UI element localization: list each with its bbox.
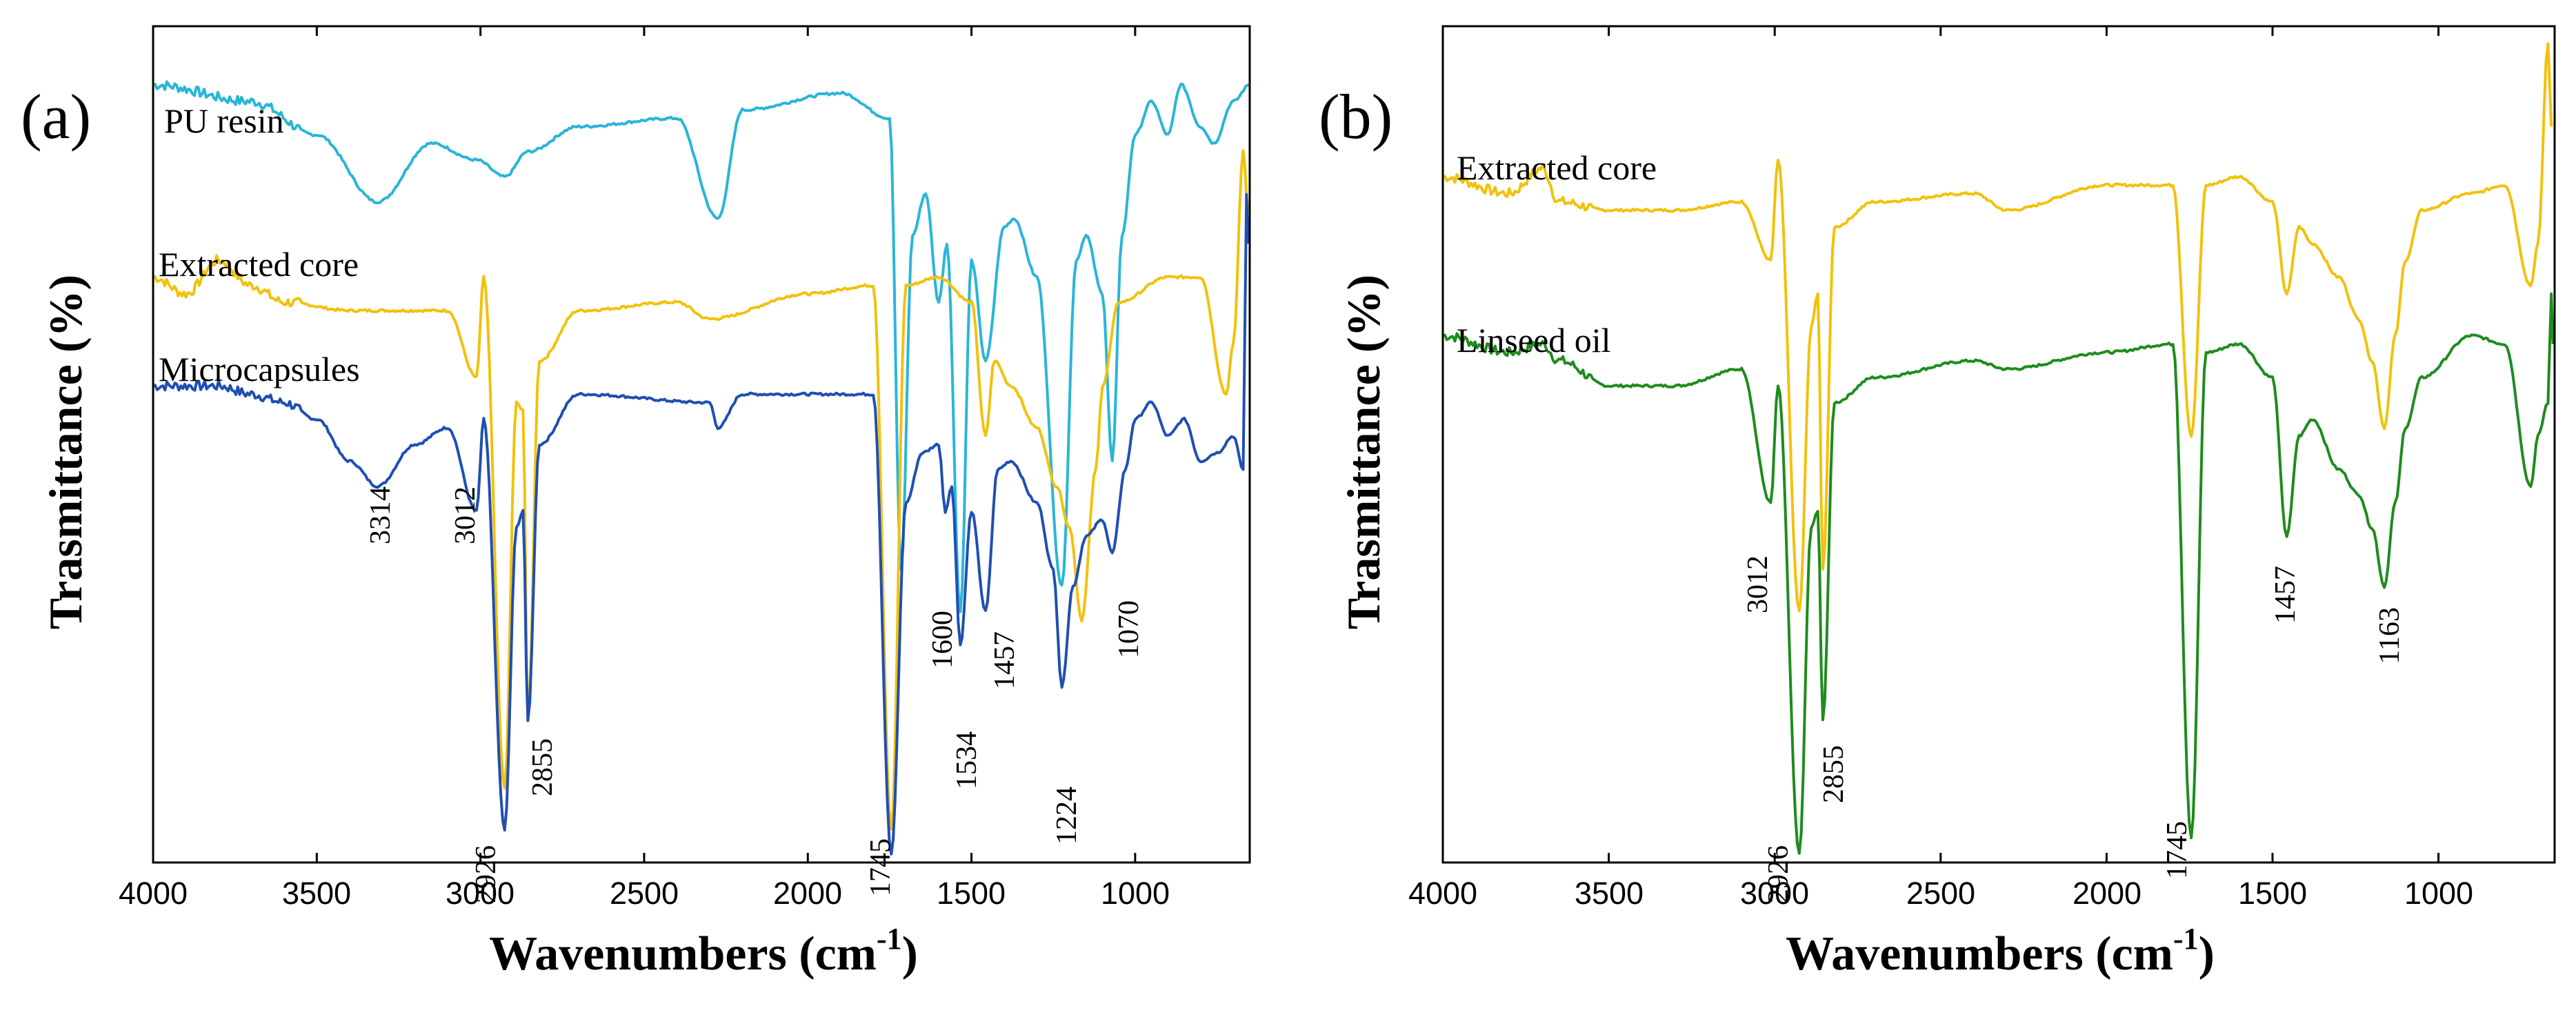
panel-b-series-line-linseed-oil [1442, 292, 2555, 855]
panel-a-peak-label: 1224 [1051, 787, 1083, 845]
panel-a-xtick-label: 3500 [282, 876, 351, 911]
panel-a-peak-label: 1745 [865, 838, 897, 896]
panel-a-xlabel-close: ) [902, 927, 918, 980]
panel-a-series-line-microcapsules [152, 193, 1250, 856]
panel-b-x-axis-title: Wavenumbers (cm-1) [1786, 922, 2215, 980]
panel-a-xtick-label: 3000 [446, 876, 515, 911]
panel-a-peak-label: 3314 [365, 486, 397, 544]
panel-b-series-label-extracted-core: Extracted core [1457, 148, 1657, 187]
panel-b-series-group [1442, 42, 2555, 855]
panel-a-xlabel-superscript: -1 [877, 922, 902, 956]
panel-b-label: (b) [1319, 81, 1392, 152]
panel-b-series-label-linseed-oil: Linseed oil [1457, 321, 1611, 359]
panel-b-xtick-label: 2500 [1906, 876, 1975, 911]
panel-a-peak-label: 1534 [951, 731, 983, 789]
panel-a-series-group [152, 80, 1250, 856]
panel-b-xtick-label: 1000 [2404, 876, 2473, 911]
panel-a-xtick-label: 2000 [773, 876, 842, 911]
panel-a-label: (a) [21, 81, 91, 152]
panel-a-xtick-label: 4000 [119, 876, 188, 911]
panel-a-series-label-extracted-core: Extracted core [159, 245, 359, 284]
panel-b-peak-label: 3012 [1742, 555, 1774, 613]
panel-a-peak-label: 3012 [450, 486, 481, 544]
panel-b-xtick-label: 3000 [1740, 876, 1809, 911]
panel-b-peak-label: 1457 [2270, 566, 2302, 624]
panel-a-peak-label: 2855 [527, 738, 559, 796]
panel-b: (b) 4000 3500 3000 2500 2000 1500 1000 W… [1319, 25, 2556, 980]
panel-b-xtick-label: 1500 [2238, 876, 2307, 911]
panel-b-xlabel-close: ) [2199, 927, 2215, 980]
panel-b-x-ticks [1441, 26, 2440, 863]
panel-a-xtick-label: 1500 [937, 876, 1006, 911]
panel-b-xtick-label: 4000 [1408, 876, 1477, 911]
panel-b-peak-label: 1163 [2374, 607, 2406, 664]
panel-a-peak-label: 1457 [989, 631, 1021, 689]
panel-b-y-axis-title: Trasmittance (%) [1337, 275, 1390, 629]
panel-b-plot-frame [1441, 25, 2556, 864]
panel-a-xtick-label: 1000 [1101, 876, 1170, 911]
panel-a-x-axis-title: Wavenumbers (cm-1) [489, 922, 918, 980]
panel-a: (a) 4000 3500 3000 2500 2000 1500 1000 W… [21, 25, 1251, 980]
panel-b-series-line-extracted-core [1442, 42, 2553, 613]
panel-b-peak-label: 2855 [1818, 745, 1850, 803]
panel-a-x-ticks [152, 26, 1137, 863]
panel-b-xlabel-superscript: -1 [2173, 922, 2199, 956]
panel-a-y-axis-title: Trasmittance (%) [39, 275, 92, 629]
panel-a-series-label-microcapsules: Microcapsules [159, 350, 360, 388]
panel-a-peak-label: 2926 [470, 845, 502, 903]
panel-b-xtick-label: 2000 [2073, 876, 2141, 911]
panel-a-plot-frame [152, 25, 1251, 864]
panel-a-peak-label: 1600 [927, 611, 959, 669]
panel-a-peak-label: 1070 [1113, 600, 1145, 658]
panel-a-xlabel-text: Wavenumbers (cm [489, 927, 877, 980]
panel-a-xtick-label: 2500 [610, 876, 679, 911]
panel-b-xlabel-text: Wavenumbers (cm [1786, 927, 2173, 980]
panel-b-peak-label: 2926 [1763, 845, 1795, 903]
panel-b-xtick-label: 3500 [1575, 876, 1644, 911]
panel-a-series-line-pu-resin [152, 80, 1250, 613]
panel-b-peak-label: 1745 [2161, 821, 2193, 879]
panel-a-series-line-extracted-core [152, 149, 1250, 831]
panel-a-series-label-pu-resin: PU resin [164, 101, 284, 140]
